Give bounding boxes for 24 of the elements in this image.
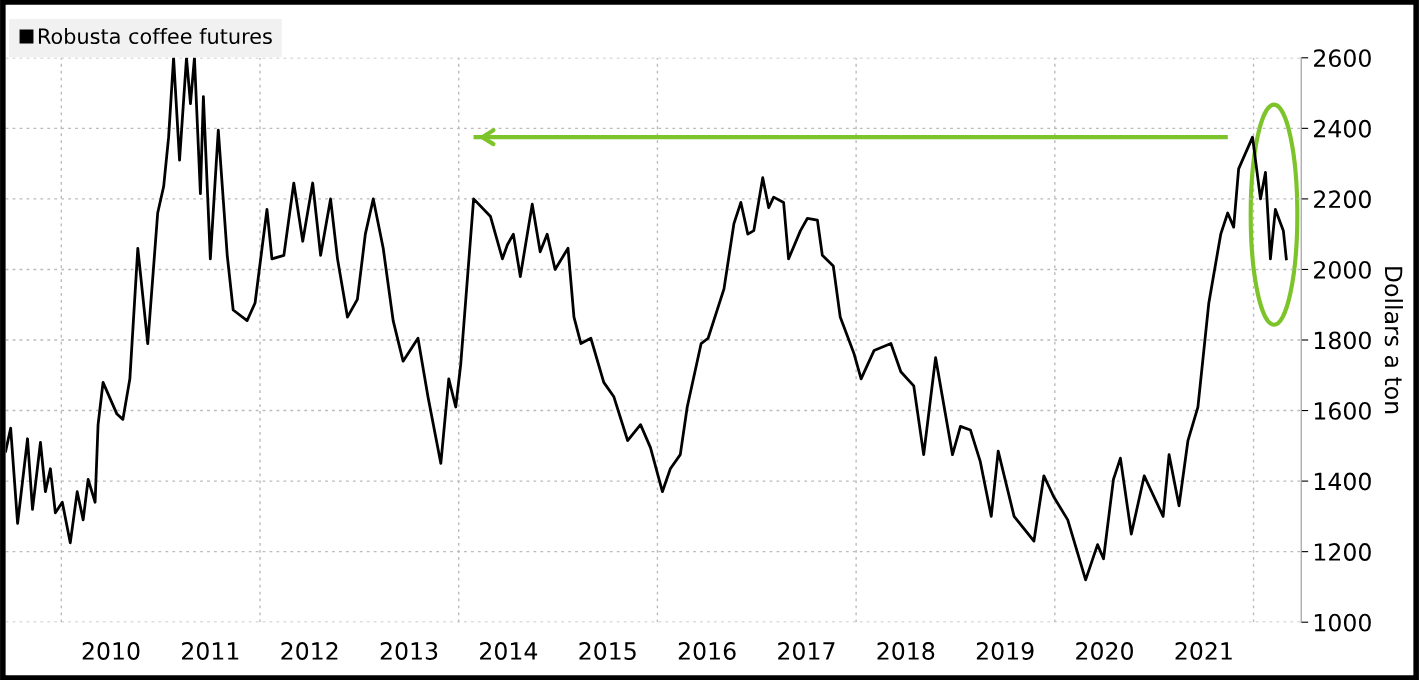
x-tick-label: 2011 xyxy=(182,642,239,660)
y-axis-title: Dollars a ton xyxy=(1384,267,1403,414)
x-tick-label: 2020 xyxy=(1076,642,1133,660)
y-tick-label: 2400 xyxy=(1314,119,1371,138)
x-tick-label: 2010 xyxy=(82,642,140,660)
y-tick-label: 1600 xyxy=(1314,402,1371,420)
y-tick-label: 2200 xyxy=(1314,190,1371,209)
y-tick-label: 1000 xyxy=(1314,613,1371,632)
x-tick-label: 2014 xyxy=(480,642,538,660)
y-tick-label: 1200 xyxy=(1314,543,1371,561)
y-tick-label: 2600 xyxy=(1314,49,1371,68)
y-tick-label: 2000 xyxy=(1314,260,1371,279)
x-tick-label: 2016 xyxy=(678,642,736,660)
x-tick-label: 2015 xyxy=(579,642,636,660)
x-tick-label: 2019 xyxy=(976,642,1034,660)
y-tick-label: 1400 xyxy=(1314,472,1371,491)
y-tick-label: 1800 xyxy=(1314,331,1371,350)
x-tick-label: 2012 xyxy=(281,642,338,660)
line-series xyxy=(5,57,1288,582)
x-tick-label: 2018 xyxy=(877,642,935,660)
x-tick-label: 2017 xyxy=(778,642,835,660)
x-tick-label: 2021 xyxy=(1175,642,1232,660)
x-tick-label: 2013 xyxy=(380,642,438,660)
legend-label: Robusta coffee futures xyxy=(38,27,272,45)
